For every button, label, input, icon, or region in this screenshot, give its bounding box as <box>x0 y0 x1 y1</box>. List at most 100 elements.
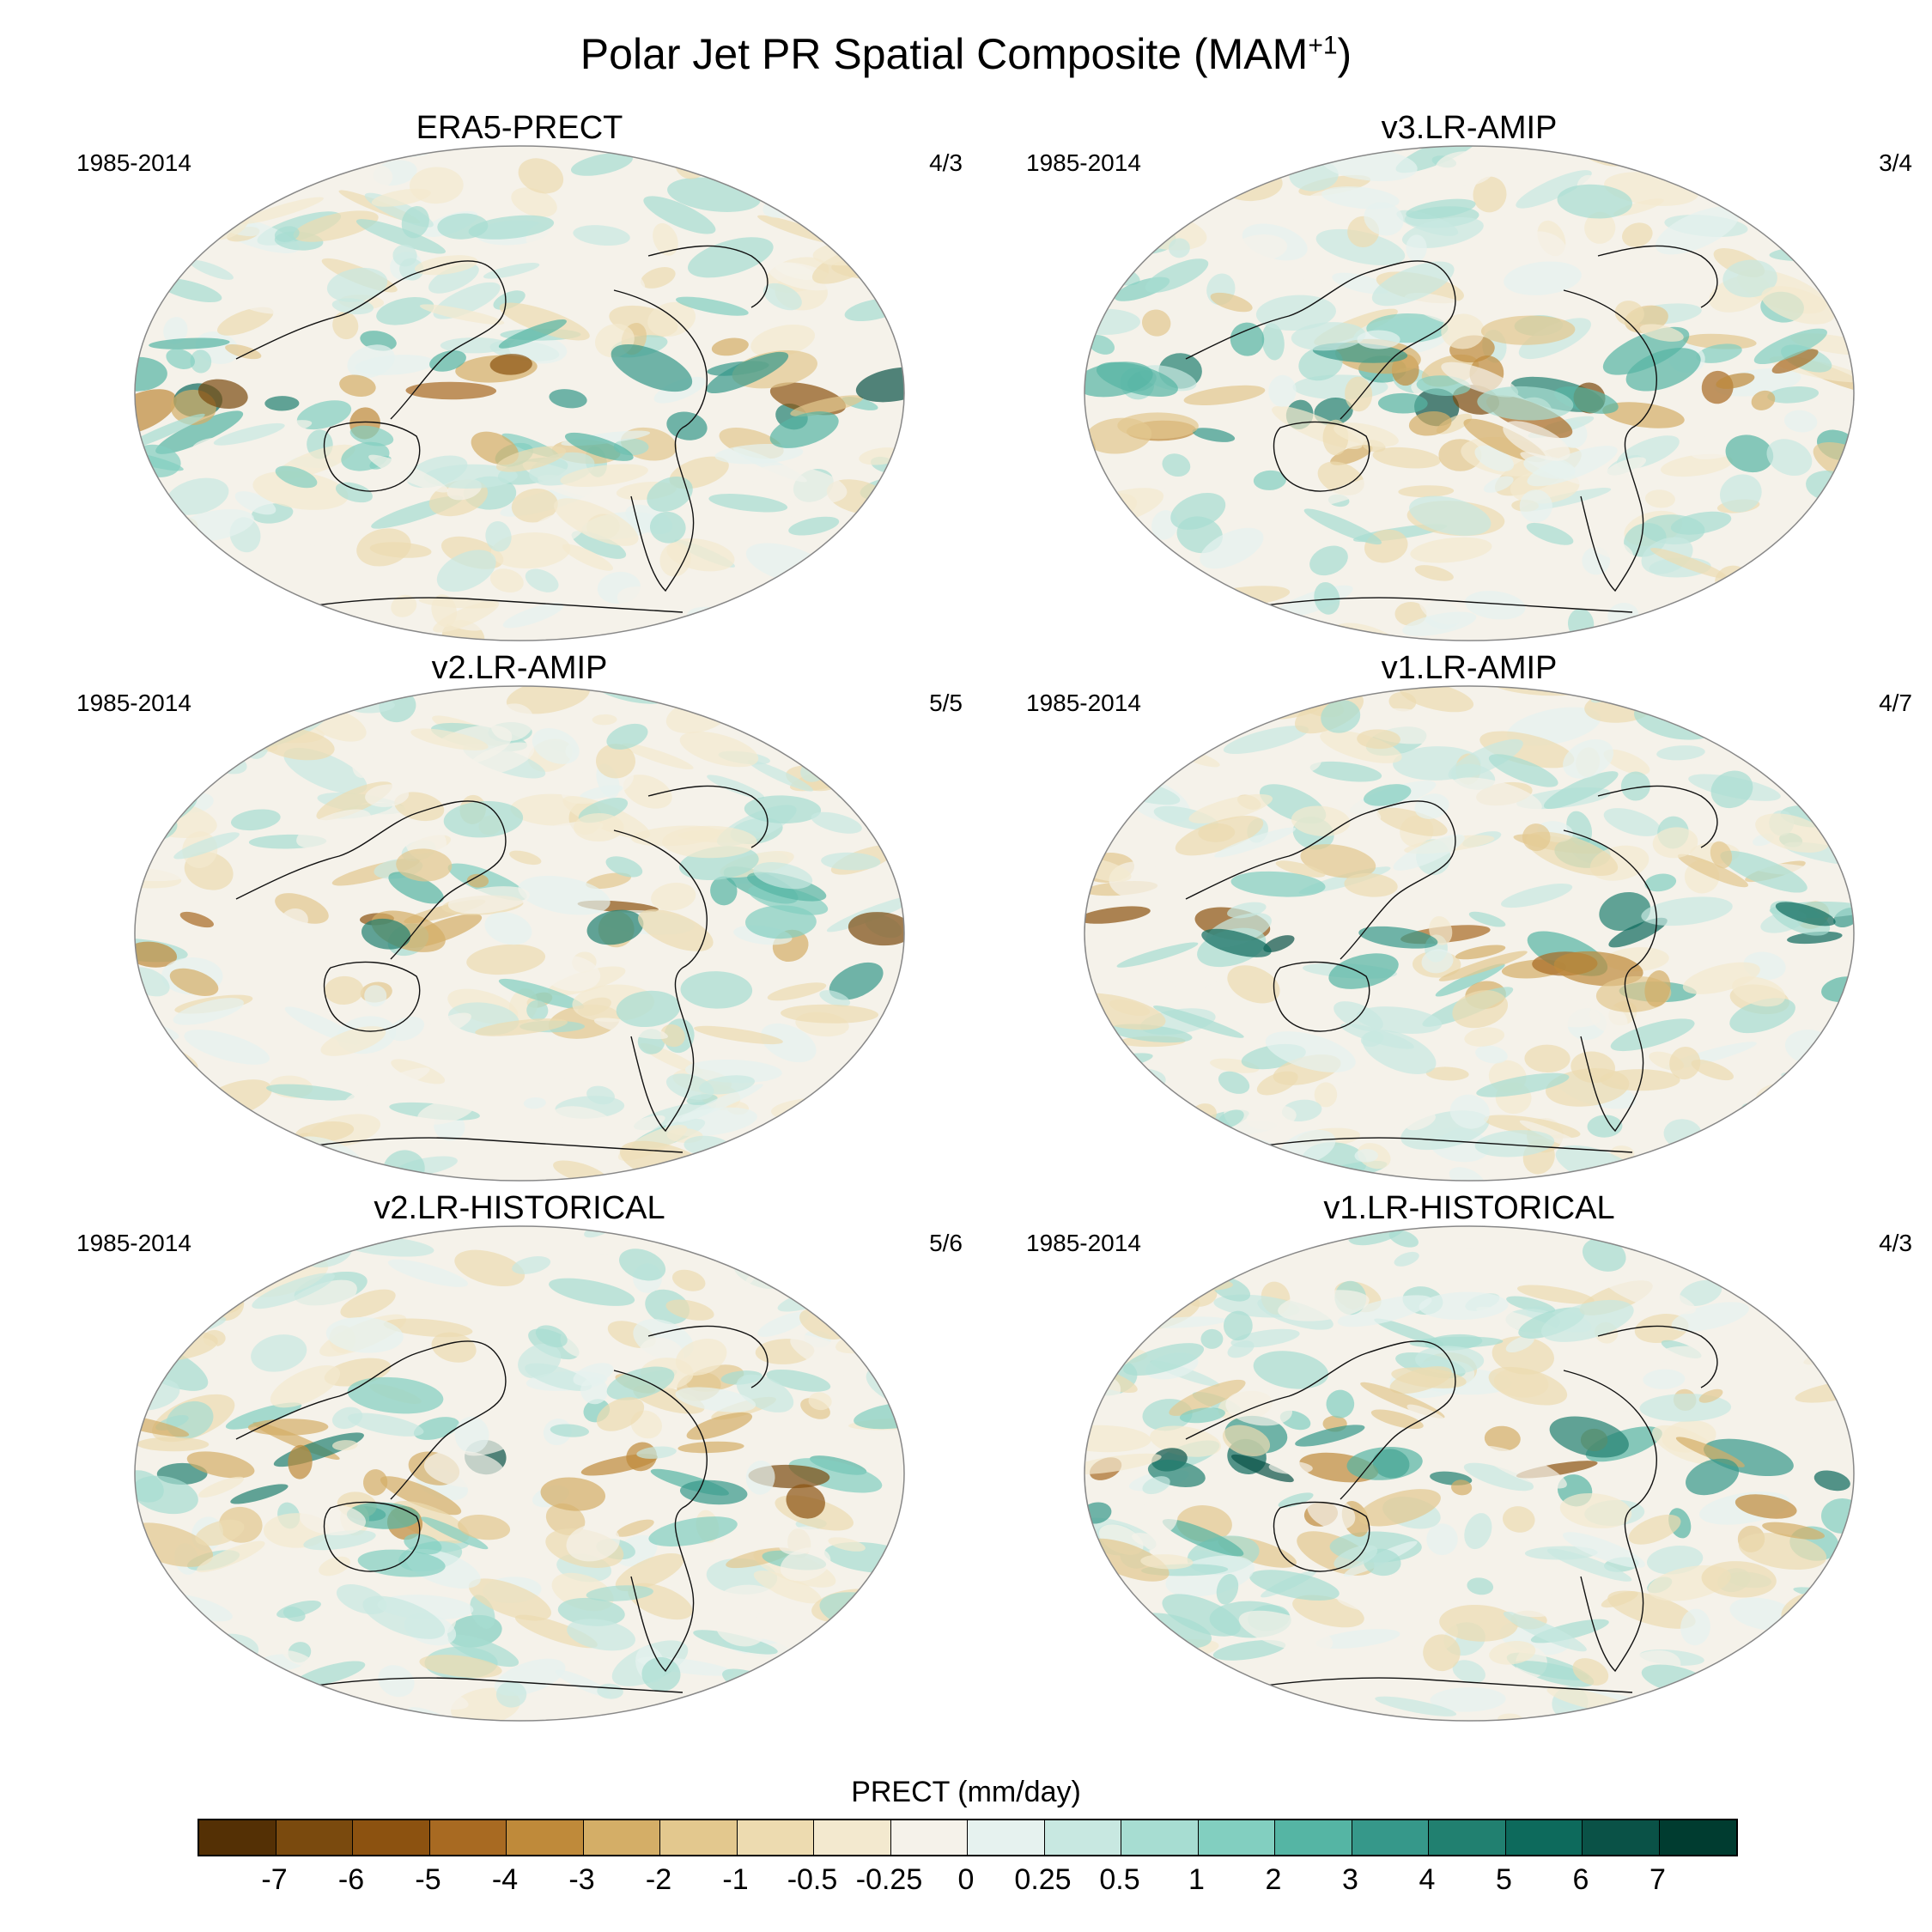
precip-blob <box>1429 916 1453 945</box>
precip-blob <box>1691 1060 1734 1081</box>
precip-blob <box>1296 1229 1321 1247</box>
coastline <box>1245 1677 1633 1693</box>
precip-blob <box>1227 902 1267 919</box>
precip-blob <box>240 197 324 224</box>
precip-blob <box>1186 1710 1240 1721</box>
precip-blob <box>580 785 623 800</box>
precip-blob <box>454 1416 489 1454</box>
precip-blob <box>1467 1577 1494 1595</box>
precip-blob <box>647 477 693 512</box>
precip-blob <box>275 317 307 334</box>
precip-blob <box>715 1611 766 1647</box>
coastline <box>1185 260 1456 420</box>
precip-blob <box>1216 1573 1239 1605</box>
precip-blob <box>1364 202 1404 236</box>
precip-blob <box>679 1479 748 1505</box>
precip-blob <box>509 850 542 866</box>
precip-blob <box>1516 1285 1595 1304</box>
precip-blob <box>636 1446 677 1459</box>
precip-blob <box>788 1458 883 1493</box>
precip-blob <box>1620 686 1715 704</box>
precip-blob <box>347 1413 424 1437</box>
precip-blob <box>782 1230 819 1263</box>
precip-blob <box>1084 1148 1151 1181</box>
precip-blob <box>200 696 236 710</box>
precip-blob <box>845 1692 904 1709</box>
precip-blob <box>145 1060 182 1079</box>
precip-blob <box>747 759 813 792</box>
precip-blob <box>1553 951 1643 987</box>
colorbar-tick-label: -4 <box>491 1863 519 1896</box>
colorbar-tick-label: 0.25 <box>1014 1863 1072 1896</box>
precip-blob <box>300 1504 367 1536</box>
precip-blob <box>749 614 841 641</box>
precip-blob <box>1451 1479 1473 1496</box>
colorbar-swatch <box>507 1820 584 1855</box>
precip-blob <box>772 709 849 739</box>
precip-blob <box>1775 902 1836 927</box>
precip-blob <box>1644 970 1671 1007</box>
precip-blob <box>541 955 601 992</box>
precip-blob <box>1732 976 1786 1007</box>
precip-blob <box>355 219 447 254</box>
precip-blob <box>1210 292 1253 313</box>
precip-blob <box>1393 834 1465 871</box>
precip-blob <box>1670 146 1714 178</box>
precip-blob <box>1641 896 1733 927</box>
precip-blob <box>1729 1243 1820 1262</box>
panel-title: v3.LR-AMIP <box>1381 110 1558 146</box>
precip-blob <box>794 1226 820 1238</box>
precip-blob <box>1759 582 1792 601</box>
panel-title: v2.LR-AMIP <box>431 650 608 686</box>
precip-blob <box>405 381 497 400</box>
precip-blob <box>495 446 567 472</box>
colorbar-swatch <box>1583 1820 1660 1855</box>
precip-blob <box>1230 1454 1294 1483</box>
precip-blob <box>611 343 693 392</box>
precip-blob <box>1464 1027 1505 1047</box>
precip-blob <box>135 540 203 562</box>
precip-blob <box>1814 1470 1850 1492</box>
precip-blob <box>266 1084 355 1101</box>
coastline <box>613 1370 708 1673</box>
colorbar-swatch <box>890 1820 968 1855</box>
precip-blob <box>1489 1641 1536 1665</box>
precip-blob <box>471 431 519 465</box>
precip-blob <box>1142 1234 1207 1276</box>
precip-blob <box>557 1597 625 1626</box>
precip-blob <box>1293 1668 1381 1709</box>
precip-blob <box>1399 686 1474 713</box>
precip-blob <box>135 1704 195 1721</box>
precip-blob <box>1309 761 1382 782</box>
panel-count: 4/7 <box>1879 690 1912 716</box>
precip-blob <box>1439 1604 1518 1642</box>
precip-blob <box>1787 762 1854 784</box>
precip-blob <box>1716 373 1755 389</box>
precip-blob <box>388 872 444 904</box>
precip-field <box>1084 1226 1854 1721</box>
precip-blob <box>1337 1295 1432 1327</box>
precip-blob <box>1370 1409 1424 1430</box>
precip-blob <box>707 775 765 799</box>
precip-blob <box>1345 376 1373 412</box>
precip-blob <box>830 580 877 615</box>
precip-blob <box>811 1226 838 1247</box>
precip-blob <box>1223 1310 1253 1341</box>
panel-period: 1985-2014 <box>1026 1230 1141 1256</box>
precip-blob <box>226 686 281 704</box>
colorbar-swatch <box>199 1820 276 1855</box>
precip-blob <box>549 389 587 409</box>
colorbar-swatch <box>583 1820 660 1855</box>
precip-blob <box>750 324 816 358</box>
precip-blob <box>1703 1165 1749 1181</box>
precip-blob <box>1655 206 1740 255</box>
colorbar-tick-label: 6 <box>1572 1863 1589 1896</box>
precip-blob <box>686 1412 753 1440</box>
precip-blob <box>1435 963 1505 997</box>
precip-blob <box>1093 1079 1122 1107</box>
precip-blob <box>288 1444 313 1479</box>
precip-blob <box>1468 911 1506 927</box>
coastline <box>1273 1501 1370 1572</box>
precip-blob <box>1652 827 1698 859</box>
coastline <box>1273 961 1370 1032</box>
